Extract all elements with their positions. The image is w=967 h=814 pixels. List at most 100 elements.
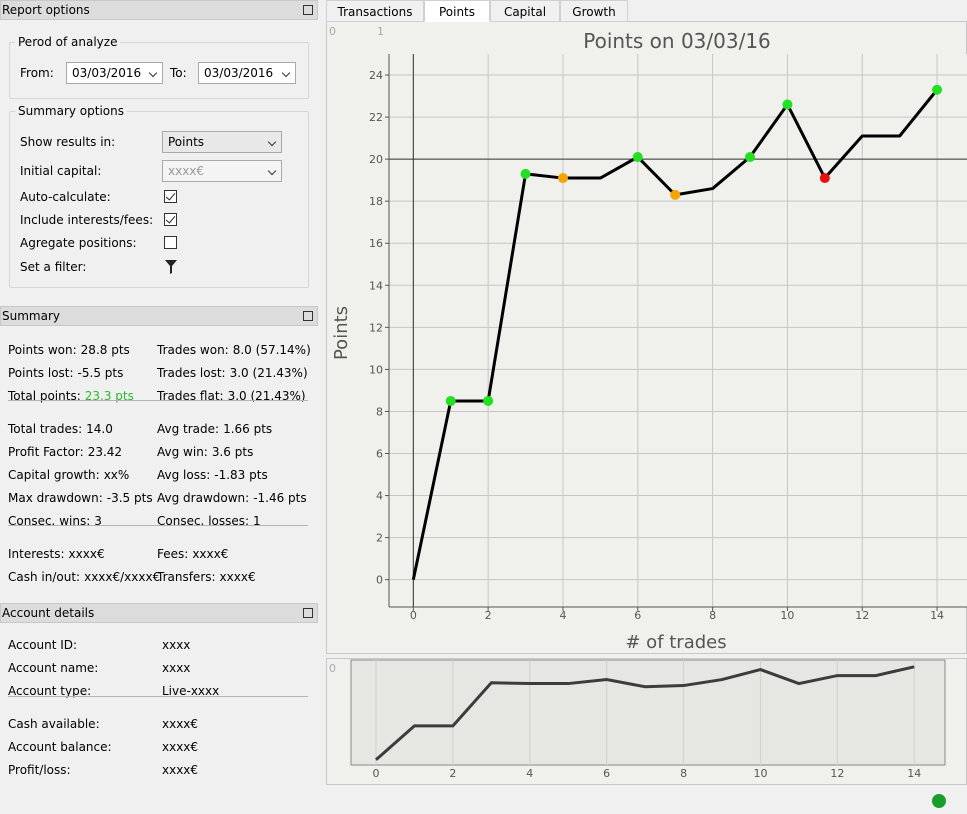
y-tick-label: 18 xyxy=(369,195,383,208)
stat-label: Transfers: xyxy=(157,570,216,584)
stat-value: 14.0 xyxy=(86,422,113,436)
y-tick-label: 12 xyxy=(369,321,383,334)
corner-label: 1 xyxy=(377,25,384,38)
dropdown[interactable]: Points xyxy=(162,131,282,153)
filter-icon[interactable] xyxy=(164,259,178,275)
y-tick-label: 24 xyxy=(369,69,383,82)
stat-label: Total points: xyxy=(8,389,81,403)
stat-label: Consec. wins: xyxy=(8,514,91,528)
detail-label: Account balance: xyxy=(8,740,112,754)
tab[interactable]: Growth xyxy=(560,0,628,22)
stat: Consec. losses: 1 xyxy=(157,514,261,528)
x-tick-label: 6 xyxy=(603,767,610,780)
stat-value: xxxx€ xyxy=(219,570,256,584)
float-button[interactable] xyxy=(303,608,313,618)
x-tick-label: 14 xyxy=(930,609,944,622)
stat: Points lost: -5.5 pts xyxy=(8,366,123,380)
date-picker[interactable]: 03/03/2016 xyxy=(66,62,163,84)
stat: Capital growth: xx% xyxy=(8,468,129,482)
detail-value: xxxx xyxy=(162,661,191,675)
detail-label: Account ID: xyxy=(8,638,78,652)
text-input[interactable]: xxxx€ xyxy=(162,160,282,182)
stat-label: Capital growth: xyxy=(8,468,100,482)
plot-area xyxy=(389,54,967,607)
x-tick-label: 2 xyxy=(485,609,492,622)
separator xyxy=(8,696,308,697)
data-point xyxy=(932,84,943,95)
x-tick-label: 4 xyxy=(559,609,566,622)
checkbox[interactable] xyxy=(164,213,177,226)
checkbox[interactable] xyxy=(164,236,177,249)
stat-label: Trades won: xyxy=(157,343,229,357)
y-tick-label: 20 xyxy=(369,153,383,166)
label: To: xyxy=(170,66,187,80)
label: Include interests/fees: xyxy=(20,213,154,227)
stat-label: Avg trade: xyxy=(157,422,220,436)
stat-label: Avg loss: xyxy=(157,468,211,482)
detail-label: Cash available: xyxy=(8,717,100,731)
x-tick-label: 10 xyxy=(753,767,767,780)
y-tick-label: 2 xyxy=(376,532,383,545)
stat-label: Interests: xyxy=(8,547,65,561)
stat: Trades flat: 3.0 (21.43%) xyxy=(157,389,306,403)
x-tick-label: 8 xyxy=(709,609,716,622)
stat: Fees: xxxx€ xyxy=(157,547,228,561)
stat-value: -5.5 pts xyxy=(77,366,124,380)
chart-title: Points on 03/03/16 xyxy=(583,29,771,53)
data-point xyxy=(745,152,756,163)
panel-title: Summary xyxy=(2,309,60,323)
overview-line xyxy=(374,665,915,761)
y-tick-label: 8 xyxy=(376,405,383,418)
panel-header: Summary xyxy=(0,306,318,326)
float-button[interactable] xyxy=(303,311,313,321)
overview-plot xyxy=(350,659,946,766)
x-tick-label: 4 xyxy=(526,767,533,780)
stat-value: xxxx€ xyxy=(192,547,229,561)
stat: Points won: 28.8 pts xyxy=(8,343,130,357)
data-point xyxy=(632,152,643,163)
overview-chart[interactable]: 0102468101214 xyxy=(327,659,966,784)
stat-label: Cash in/out: xyxy=(8,570,81,584)
x-tick-label: 12 xyxy=(830,767,844,780)
stat-value: 28.8 pts xyxy=(80,343,130,357)
stat: Total points: 23.3 pts xyxy=(8,389,134,403)
detail-label: Profit/loss: xyxy=(8,763,71,777)
label: Agregate positions: xyxy=(20,236,137,250)
stat-label: Points lost: xyxy=(8,366,74,380)
stat-value: -3.5 pts xyxy=(106,491,153,505)
tab[interactable]: Transactions xyxy=(326,0,424,22)
detail-value: xxxx€ xyxy=(162,740,199,754)
stat: Avg trade: 1.66 pts xyxy=(157,422,272,436)
corner-label: 0 xyxy=(329,662,336,675)
stat-value: -1.83 pts xyxy=(214,468,268,482)
x-tick-label: 10 xyxy=(780,609,794,622)
stat-value: 1 xyxy=(253,514,261,528)
date-picker[interactable]: 03/03/2016 xyxy=(198,62,296,84)
label: Initial capital: xyxy=(20,164,102,178)
stat-label: Total trades: xyxy=(8,422,83,436)
stat: Avg loss: -1.83 pts xyxy=(157,468,268,482)
tab[interactable]: Capital xyxy=(490,0,560,22)
stat-value: 1.66 pts xyxy=(223,422,273,436)
x-axis-title: # of trades xyxy=(625,632,726,653)
group-title: Perod of analyze xyxy=(15,35,121,49)
stat: Trades lost: 3.0 (21.43%) xyxy=(157,366,308,380)
stat-value: 3.6 pts xyxy=(211,445,254,459)
label: Set a filter: xyxy=(20,260,87,274)
tab[interactable]: Points xyxy=(424,0,490,22)
label: Show results in: xyxy=(20,135,116,149)
float-button[interactable] xyxy=(303,5,313,15)
y-tick-label: 6 xyxy=(376,448,383,461)
data-point xyxy=(670,189,681,200)
group-title: Summary options xyxy=(15,104,128,118)
stat: Avg drawdown: -1.46 pts xyxy=(157,491,307,505)
detail-value: xxxx€ xyxy=(162,717,199,731)
label: From: xyxy=(20,66,54,80)
checkbox[interactable] xyxy=(164,190,177,203)
stat-value: xxxx€/xxxx€ xyxy=(84,570,161,584)
y-axis-title: Points xyxy=(331,306,352,360)
stat: Trades won: 8.0 (57.14%) xyxy=(157,343,311,357)
stat: Interests: xxxx€ xyxy=(8,547,105,561)
stat: Max drawdown: -3.5 pts xyxy=(8,491,153,505)
